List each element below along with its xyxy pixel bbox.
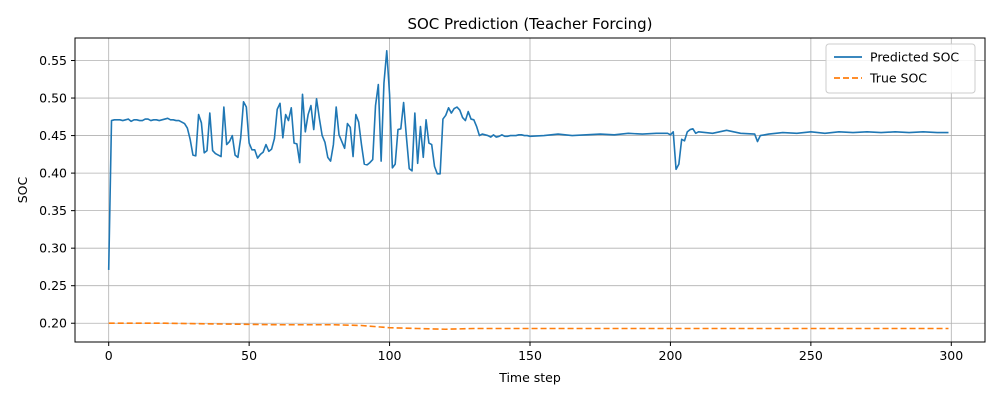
x-tick-label: 50 bbox=[241, 348, 257, 363]
x-tick-label: 300 bbox=[939, 348, 963, 363]
ticks: 0 50 100 150 200 250 300 0.20 0.25 0.30 0.35 0.40 0.… bbox=[39, 53, 963, 363]
y-tick-label: 0.20 bbox=[39, 316, 67, 331]
y-tick-label: 0.30 bbox=[39, 241, 67, 256]
legend-label-predicted-soc: Predicted SOC bbox=[870, 50, 959, 65]
chart-title: SOC Prediction (Teacher Forcing) bbox=[407, 15, 652, 33]
y-tick-label: 0.55 bbox=[39, 53, 67, 68]
y-tick-label: 0.40 bbox=[39, 166, 67, 181]
x-axis-label: Time step bbox=[498, 370, 561, 385]
series-layer bbox=[107, 49, 949, 331]
series-line-true-soc bbox=[108, 322, 949, 331]
y-tick-label: 0.35 bbox=[39, 203, 67, 218]
x-tick-label: 100 bbox=[378, 348, 402, 363]
y-tick-label: 0.25 bbox=[39, 278, 67, 293]
y-tick-label: 0.50 bbox=[39, 91, 67, 106]
x-tick-label: 200 bbox=[659, 348, 683, 363]
x-tick-label: 0 bbox=[105, 348, 113, 363]
series-line-predicted-soc bbox=[107, 49, 949, 270]
x-tick-label: 150 bbox=[518, 348, 542, 363]
legend-label-true-soc: True SOC bbox=[869, 71, 927, 86]
legend: Predicted SOC True SOC bbox=[825, 43, 976, 94]
x-tick-label: 250 bbox=[799, 348, 823, 363]
y-tick-label: 0.45 bbox=[39, 128, 67, 143]
y-axis-label: SOC bbox=[15, 176, 30, 203]
legend-box bbox=[825, 43, 976, 94]
